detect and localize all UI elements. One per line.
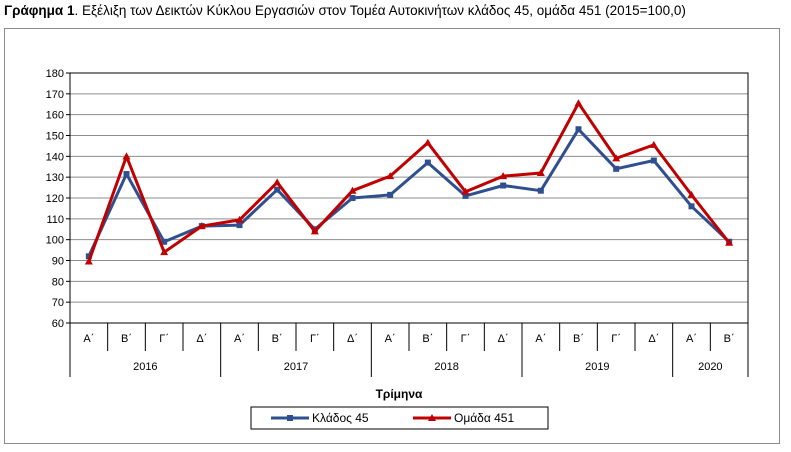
data-point: [649, 140, 658, 148]
data-point: [612, 154, 621, 162]
data-point: [423, 138, 432, 146]
data-point: [650, 157, 657, 164]
quarter-label: Α΄: [686, 333, 697, 345]
quarter-label: Β΄: [121, 333, 132, 345]
y-tick-label: 130: [46, 172, 64, 184]
legend-marker: [428, 414, 436, 421]
y-tick-label: 100: [46, 235, 64, 247]
legend-label: Κλάδος 45: [312, 411, 369, 425]
data-point: [687, 190, 696, 198]
data-point: [349, 195, 356, 201]
data-point: [197, 222, 206, 230]
year-label: 2016: [133, 361, 157, 373]
y-tick-label: 110: [46, 214, 64, 226]
data-point: [574, 99, 583, 107]
y-tick-label: 90: [52, 256, 64, 268]
y-tick-label: 170: [46, 89, 64, 101]
chart-caption: Γράφημα 1. Εξέλιξη των Δεικτών Κύκλου Ερ…: [4, 3, 686, 18]
quarter-label: Β΄: [724, 333, 735, 345]
data-point: [273, 178, 282, 186]
legend-label: Ομάδα 451: [454, 411, 514, 425]
legend-box: [250, 406, 549, 430]
data-point: [575, 126, 582, 133]
data-point: [500, 182, 507, 189]
x-axis-title: Τρίμηνα: [376, 387, 423, 401]
year-label: 2018: [434, 361, 458, 373]
data-point: [123, 171, 130, 178]
chart-frame: [4, 28, 780, 444]
quarter-label: Δ΄: [196, 333, 207, 345]
data-point: [537, 187, 544, 194]
data-point: [688, 203, 695, 210]
y-tick-label: 160: [46, 110, 64, 122]
data-point: [236, 222, 243, 229]
quarter-label: Δ΄: [347, 333, 358, 345]
quarter-label: Δ΄: [498, 333, 509, 345]
y-tick-label: 80: [52, 276, 64, 288]
data-point: [348, 186, 357, 194]
data-point: [85, 253, 92, 260]
data-point: [613, 165, 620, 172]
legend-marker: [287, 415, 293, 421]
quarter-label: Α΄: [83, 333, 94, 345]
quarter-label: Β΄: [272, 333, 283, 345]
quarter-label: Α΄: [535, 333, 546, 345]
year-label: 2020: [698, 361, 722, 373]
quarter-label: Β΄: [422, 333, 433, 345]
caption-text: . Εξέλιξη των Δεικτών Κύκλου Εργασιών στ…: [74, 3, 686, 18]
quarter-label: Δ΄: [648, 333, 659, 345]
quarter-label: Β΄: [573, 333, 584, 345]
data-point: [386, 172, 395, 180]
quarter-label: Α΄: [234, 333, 245, 345]
data-point: [310, 227, 319, 235]
y-tick-label: 180: [46, 68, 64, 80]
data-point: [725, 238, 734, 246]
quarter-label: Γ΄: [159, 333, 169, 345]
caption-label: Γράφημα 1: [4, 3, 75, 18]
data-point: [462, 192, 469, 199]
data-point: [424, 159, 431, 166]
data-point: [84, 257, 93, 265]
quarter-label: Γ΄: [310, 333, 320, 345]
quarter-label: Α΄: [385, 333, 396, 345]
y-tick-label: 150: [46, 131, 64, 143]
data-point: [274, 186, 281, 193]
quarter-label: Γ΄: [461, 333, 471, 345]
y-tick-label: 140: [46, 151, 64, 163]
y-tick-label: 70: [52, 297, 64, 309]
data-point: [122, 152, 131, 160]
data-point: [161, 238, 168, 245]
data-point: [235, 215, 244, 223]
data-point: [387, 191, 394, 198]
series-line: [87, 101, 731, 263]
year-label: 2017: [284, 361, 308, 373]
year-label: 2019: [585, 361, 609, 373]
quarter-label: Γ΄: [611, 333, 621, 345]
data-point: [461, 187, 470, 195]
data-point: [499, 172, 508, 180]
data-point: [160, 248, 169, 256]
y-tick-label: 120: [46, 193, 64, 205]
data-point: [536, 169, 545, 176]
y-tick-label: 60: [52, 318, 64, 330]
